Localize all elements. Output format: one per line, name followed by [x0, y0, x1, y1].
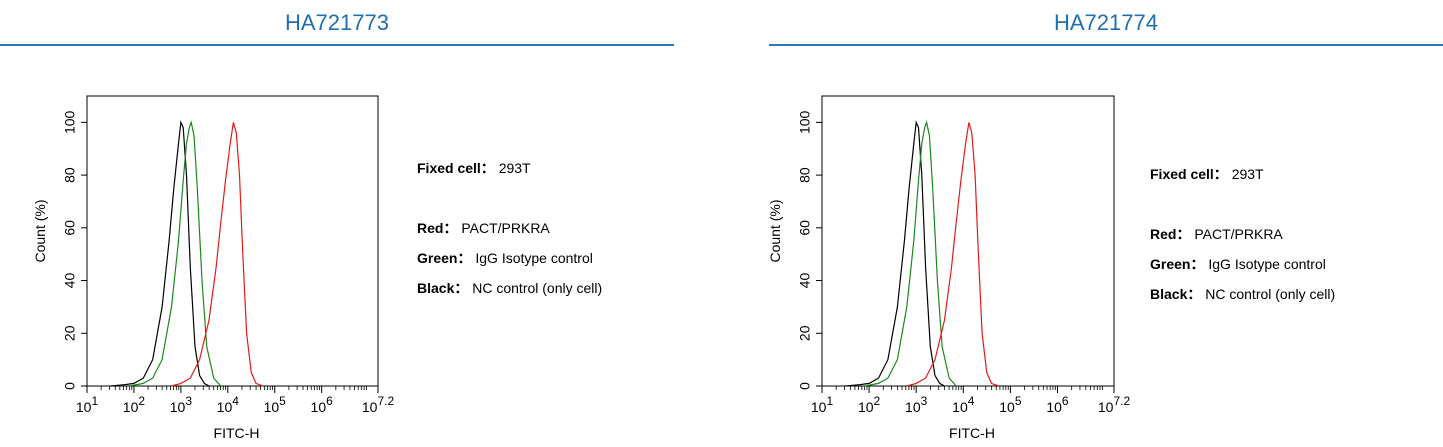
histogram-series-line: [110, 120, 210, 387]
x-tick-label: 103: [905, 394, 928, 415]
y-tick-label: 40: [62, 273, 78, 289]
legend-green: Green： IgG Isotype control: [417, 250, 593, 266]
x-tick-label: 105: [999, 394, 1022, 415]
y-tick-label: 80: [62, 167, 78, 183]
y-tick-label: 40: [797, 273, 813, 289]
histogram-series-line: [845, 120, 945, 387]
y-axis-label: Count (%): [767, 199, 783, 262]
x-tick-label: 101: [76, 394, 99, 415]
plot-frame: [821, 95, 1115, 387]
x-tick-label: 102: [123, 394, 146, 415]
y-tick-label: 60: [797, 220, 813, 236]
legend-red: Red： PACT/PRKRA: [417, 220, 550, 236]
y-tick-label: 80: [797, 167, 813, 183]
x-tick-label: 102: [858, 394, 881, 415]
x-tick-label: 105: [264, 394, 287, 415]
legend-fixed-cell: Fixed cell： 293T: [417, 160, 531, 176]
legend-black: Black： NC control (only cell): [417, 280, 603, 296]
plot-frame: [86, 95, 379, 387]
y-tick-label: 20: [62, 325, 78, 341]
x-tick-label: 104: [217, 394, 240, 415]
x-tick-label: 106: [1046, 394, 1069, 415]
x-axis-label: FITC-H: [949, 425, 995, 441]
histogram-series-line: [906, 122, 999, 387]
panel-title-1: HA721773: [285, 10, 389, 35]
y-tick-label: 20: [797, 325, 813, 341]
x-tick-label: 103: [170, 394, 193, 415]
x-tick-label: 104: [952, 394, 975, 415]
x-axis-label: FITC-H: [214, 425, 260, 441]
histogram-series-line: [129, 120, 222, 387]
x-tick-label: 107.2: [1098, 394, 1131, 415]
y-tick-label: 60: [62, 220, 78, 236]
y-tick-label: 100: [62, 110, 78, 134]
legend-red: Red： PACT/PRKRA: [1150, 226, 1283, 242]
panel-title-2: HA721774: [1054, 10, 1158, 35]
x-tick-label: 107.2: [362, 394, 395, 415]
y-tick-label: 0: [62, 382, 78, 390]
legend-green: Green： IgG Isotype control: [1150, 256, 1326, 272]
histogram-series-line: [171, 122, 264, 387]
y-tick-label: 100: [797, 110, 813, 134]
legend-fixed-cell: Fixed cell： 293T: [1150, 166, 1264, 182]
y-axis-label: Count (%): [32, 199, 48, 262]
y-tick-label: 0: [797, 382, 813, 390]
histogram-series-line: [864, 120, 957, 387]
x-tick-label: 106: [311, 394, 334, 415]
x-tick-label: 101: [811, 394, 834, 415]
title-rule-2: [769, 44, 1443, 46]
legend-black: Black： NC control (only cell): [1150, 286, 1336, 302]
title-rule-1: [0, 44, 674, 46]
